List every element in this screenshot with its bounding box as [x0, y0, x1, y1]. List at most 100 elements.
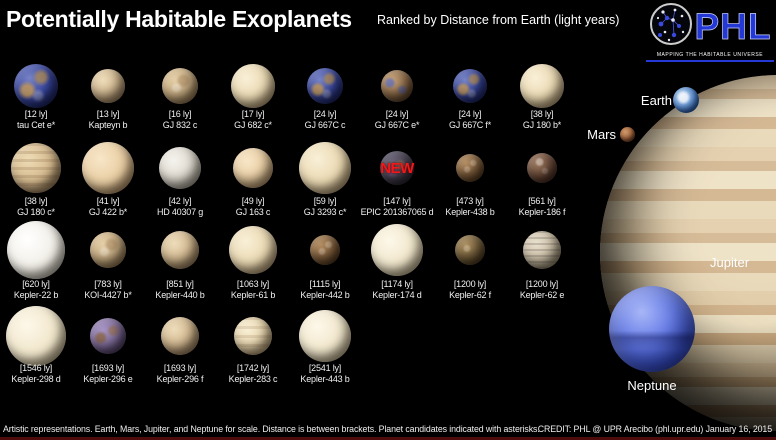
planet-name: Kepler-186 f: [518, 207, 566, 217]
phl-logo-row: PHL: [649, 2, 772, 51]
planet-name: tau Cet e*: [16, 120, 56, 130]
planet-gj-163-c: [233, 148, 273, 188]
planet-distance: [1546 ly]: [19, 363, 53, 373]
jupiter-label: Jupiter: [710, 255, 750, 270]
planet-name: GJ 3293 c*: [303, 207, 347, 217]
planet-gj-832-c: [162, 68, 198, 104]
planet-name: GJ 180 b*: [522, 120, 562, 130]
planet-gj-667c-f: [453, 69, 487, 103]
mars-label: Mars: [587, 127, 616, 142]
planet-label-kepler-174-d: [1174 ly] Kepler-174 d: [357, 279, 437, 301]
planet-gj-422-b: [82, 142, 134, 194]
footer-note: Artistic representations. Earth, Mars, J…: [3, 424, 540, 434]
planet-kepler-296-f: [161, 317, 199, 355]
planet-name: Kepler-174 d: [372, 290, 422, 300]
planet-kepler-283-c: [234, 317, 272, 355]
planet-kepler-62-f: [455, 235, 485, 265]
earth-planet: [673, 87, 699, 113]
planet-distance: [1115 ly]: [309, 279, 341, 289]
planet-name: GJ 163 c: [235, 207, 271, 217]
planet-distance: [59 ly]: [313, 196, 337, 206]
planet-label-kepler-186-f: [561 ly] Kepler-186 f: [502, 196, 582, 218]
neptune-label: Neptune: [627, 378, 677, 393]
planet-label-gj-180-c: [38 ly] GJ 180 c*: [0, 196, 76, 218]
planet-distance: [2541 ly]: [308, 363, 342, 373]
planet-name: Kepler-440 b: [155, 290, 205, 300]
planet-gj-682-c: [231, 64, 275, 108]
planet-gj-180-b: [520, 64, 564, 108]
planet-label-gj-667c-f: [24 ly] GJ 667C f*: [430, 109, 510, 131]
planet-distance: [24 ly]: [458, 109, 482, 119]
planet-distance: [1174 ly]: [381, 279, 413, 289]
planet-kepler-186-f: [527, 153, 557, 183]
planet-label-gj-682-c: [17 ly] GJ 682 c*: [213, 109, 293, 131]
planet-name: Kepler-283 c: [228, 374, 278, 384]
planet-name: GJ 682 c*: [234, 120, 272, 130]
mars-planet: [619, 126, 635, 142]
planet-kepler-443-b: [299, 310, 351, 362]
planet-tau-cet-e: [14, 64, 58, 108]
planet-distance: [1063 ly]: [236, 279, 270, 289]
phl-logo-text: PHL: [694, 5, 772, 47]
planet-name: KOI-4427 b*: [84, 290, 132, 300]
planet-distance: [13 ly]: [96, 109, 120, 119]
planet-epic-201367065-d: NEW: [380, 151, 414, 185]
planet-label-kepler-61-b: [1063 ly] Kepler-61 b: [213, 279, 293, 301]
planet-gj-667c-e: [381, 70, 413, 102]
planet-kepler-298-d: [6, 306, 66, 366]
planet-gj-667c-c: [307, 68, 343, 104]
planet-name: Kepler-438 b: [445, 207, 495, 217]
planet-kepler-440-b: [161, 231, 199, 269]
planet-name: Kepler-62 f: [449, 290, 491, 300]
planet-distance: [620 ly]: [22, 279, 50, 289]
planet-distance: [1693 ly]: [163, 363, 197, 373]
planet-distance: [24 ly]: [385, 109, 409, 119]
planet-distance: [38 ly]: [24, 196, 48, 206]
planet-label-kepler-22-b: [620 ly] Kepler-22 b: [0, 279, 76, 301]
planet-label-gj-163-c: [49 ly] GJ 163 c: [213, 196, 293, 218]
planet-gj-3293-c: [299, 142, 351, 194]
footer-credit: CREDIT: PHL @ UPR Arecibo (phl.upr.edu) …: [537, 424, 772, 434]
page-title: Potentially Habitable Exoplanets: [6, 6, 352, 32]
planet-label-kapteyn-b: [13 ly] Kapteyn b: [68, 109, 148, 131]
planet-distance: [473 ly]: [456, 196, 484, 206]
planet-label-hd-40307-g: [42 ly] HD 40307 g: [140, 196, 220, 218]
planet-distance: [851 ly]: [166, 279, 194, 289]
planet-kepler-296-e: [90, 318, 126, 354]
planet-distance: [561 ly]: [528, 196, 556, 206]
planet-kepler-174-d: [371, 224, 423, 276]
planet-kepler-61-b: [229, 226, 277, 274]
planet-label-kepler-298-d: [1546 ly] Kepler-298 d: [0, 363, 76, 385]
planet-distance: [1742 ly]: [236, 363, 270, 373]
planet-distance: [16 ly]: [168, 109, 192, 119]
planet-distance: [1200 ly]: [525, 279, 559, 289]
planet-label-koi-4427-b: [783 ly] KOI-4427 b*: [68, 279, 148, 301]
planet-label-gj-3293-c: [59 ly] GJ 3293 c*: [285, 196, 365, 218]
planet-name: Kepler-298 d: [11, 374, 61, 384]
planet-name: GJ 667C e*: [374, 120, 420, 130]
planet-name: Kepler-22 b: [13, 290, 59, 300]
planet-kepler-62-e: [523, 231, 561, 269]
planet-distance: [147 ly]: [383, 196, 411, 206]
planet-distance: [17 ly]: [241, 109, 265, 119]
planet-distance: [12 ly]: [24, 109, 48, 119]
planet-label-kepler-62-e: [1200 ly] Kepler-62 e: [502, 279, 582, 301]
planet-distance: [42 ly]: [168, 196, 192, 206]
planet-name: GJ 180 c*: [17, 207, 55, 217]
planet-name: Kepler-296 e: [83, 374, 133, 384]
planet-name: Kapteyn b: [88, 120, 128, 130]
planet-label-kepler-62-f: [1200 ly] Kepler-62 f: [430, 279, 510, 301]
planet-name: Kepler-443 b: [300, 374, 350, 384]
planet-distance: [1693 ly]: [91, 363, 125, 373]
planet-label-kepler-438-b: [473 ly] Kepler-438 b: [430, 196, 510, 218]
page-subtitle: Ranked by Distance from Earth (light yea…: [377, 13, 620, 27]
planet-distance: [1200 ly]: [453, 279, 487, 289]
planet-label-epic-201367065-d: [147 ly] EPIC 201367065 d: [357, 196, 437, 218]
planet-name: HD 40307 g: [156, 207, 204, 217]
planet-label-tau-cet-e: [12 ly] tau Cet e*: [0, 109, 76, 131]
planet-label-gj-832-c: [16 ly] GJ 832 c: [140, 109, 220, 131]
planet-label-kepler-296-e: [1693 ly] Kepler-296 e: [68, 363, 148, 385]
planet-label-kepler-443-b: [2541 ly] Kepler-443 b: [285, 363, 365, 385]
planet-name: GJ 422 b*: [88, 207, 128, 217]
